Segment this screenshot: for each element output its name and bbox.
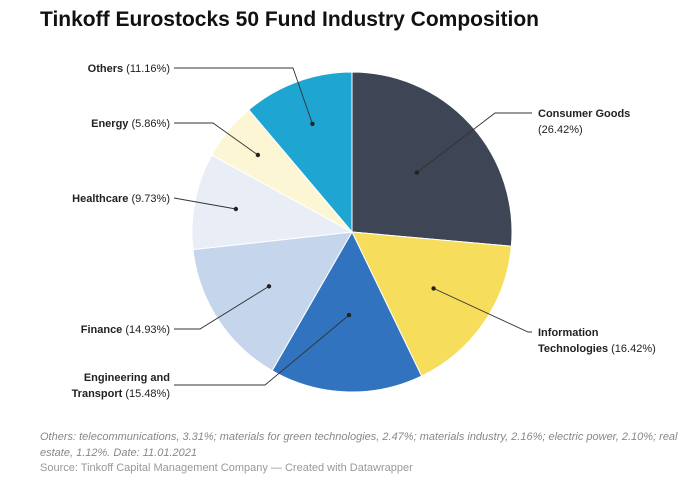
leader-line	[173, 197, 236, 210]
slice-label: Healthcare (9.73%)	[72, 193, 170, 205]
slice-label: Consumer Goods (26.42%)	[538, 108, 630, 136]
leader-line	[174, 122, 259, 156]
pie-slice-others	[248, 71, 353, 234]
leader-line	[433, 287, 532, 333]
leader-dot	[431, 286, 436, 291]
pie-slice-information-technologies	[351, 231, 512, 377]
pie-slice-finance	[192, 231, 353, 372]
leader-dot	[414, 170, 420, 175]
chart-title: Tinkoff Eurostocks 50 Fund Industry Comp…	[40, 8, 539, 31]
slice-labels: Consumer Goods (26.42%) Information Technol…	[72, 63, 656, 400]
leader-dot	[255, 152, 261, 158]
leader-dot	[346, 312, 352, 318]
leader-dot	[233, 206, 239, 212]
pie-slice-consumer-goods	[351, 71, 513, 247]
chart-source: Source: Tinkoff Capital Management Compa…	[40, 462, 413, 474]
leader-line	[174, 314, 350, 386]
slice-label: Others (11.16%)	[88, 63, 170, 75]
slice-label: Information Technologies (16.42%)	[538, 327, 656, 355]
pie-slice-healthcare	[191, 154, 354, 251]
pie-slice-engineering-and-transport	[271, 230, 423, 393]
pie-slices	[191, 71, 513, 393]
leader-line	[174, 285, 270, 330]
leader-line	[416, 112, 532, 173]
slice-label: Finance (14.93%)	[81, 324, 170, 336]
leader-dot	[266, 284, 272, 289]
leader-dot	[310, 121, 315, 127]
chart-note: Others: telecommunications, 3.31%; mater…	[40, 431, 678, 459]
slice-label: Energy (5.86%)	[91, 118, 170, 130]
slice-label: Engineering and Transport (15.48%)	[72, 372, 170, 400]
leader-line	[174, 67, 313, 124]
leader-lines	[173, 67, 532, 386]
pie-chart: Consumer Goods (26.42%) Information Technol…	[72, 63, 656, 400]
